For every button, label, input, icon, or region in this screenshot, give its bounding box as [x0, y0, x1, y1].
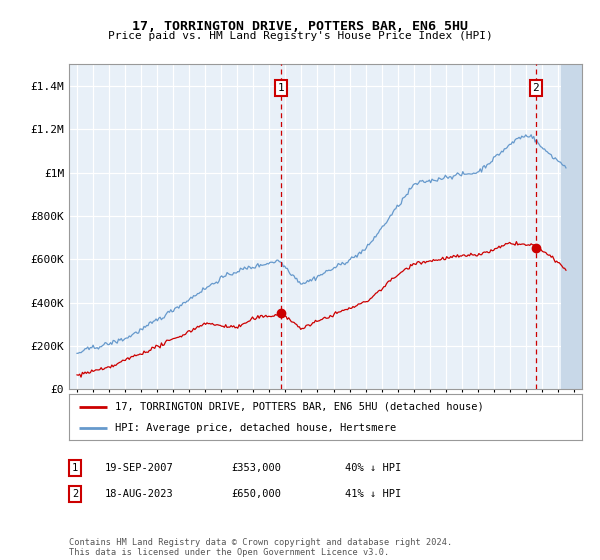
Text: 18-AUG-2023: 18-AUG-2023	[105, 489, 174, 499]
Text: 41% ↓ HPI: 41% ↓ HPI	[345, 489, 401, 499]
Text: £353,000: £353,000	[231, 463, 281, 473]
Text: HPI: Average price, detached house, Hertsmere: HPI: Average price, detached house, Hert…	[115, 423, 397, 433]
Text: 17, TORRINGTON DRIVE, POTTERS BAR, EN6 5HU (detached house): 17, TORRINGTON DRIVE, POTTERS BAR, EN6 5…	[115, 402, 484, 412]
Text: 19-SEP-2007: 19-SEP-2007	[105, 463, 174, 473]
Text: 17, TORRINGTON DRIVE, POTTERS BAR, EN6 5HU: 17, TORRINGTON DRIVE, POTTERS BAR, EN6 5…	[132, 20, 468, 32]
Text: 1: 1	[278, 83, 284, 93]
Text: 2: 2	[533, 83, 539, 93]
Text: 2: 2	[72, 489, 78, 499]
Text: 1: 1	[72, 463, 78, 473]
Text: 40% ↓ HPI: 40% ↓ HPI	[345, 463, 401, 473]
Text: Contains HM Land Registry data © Crown copyright and database right 2024.
This d: Contains HM Land Registry data © Crown c…	[69, 538, 452, 557]
Bar	[560, 64, 582, 389]
Text: £650,000: £650,000	[231, 489, 281, 499]
Text: Price paid vs. HM Land Registry's House Price Index (HPI): Price paid vs. HM Land Registry's House …	[107, 31, 493, 41]
